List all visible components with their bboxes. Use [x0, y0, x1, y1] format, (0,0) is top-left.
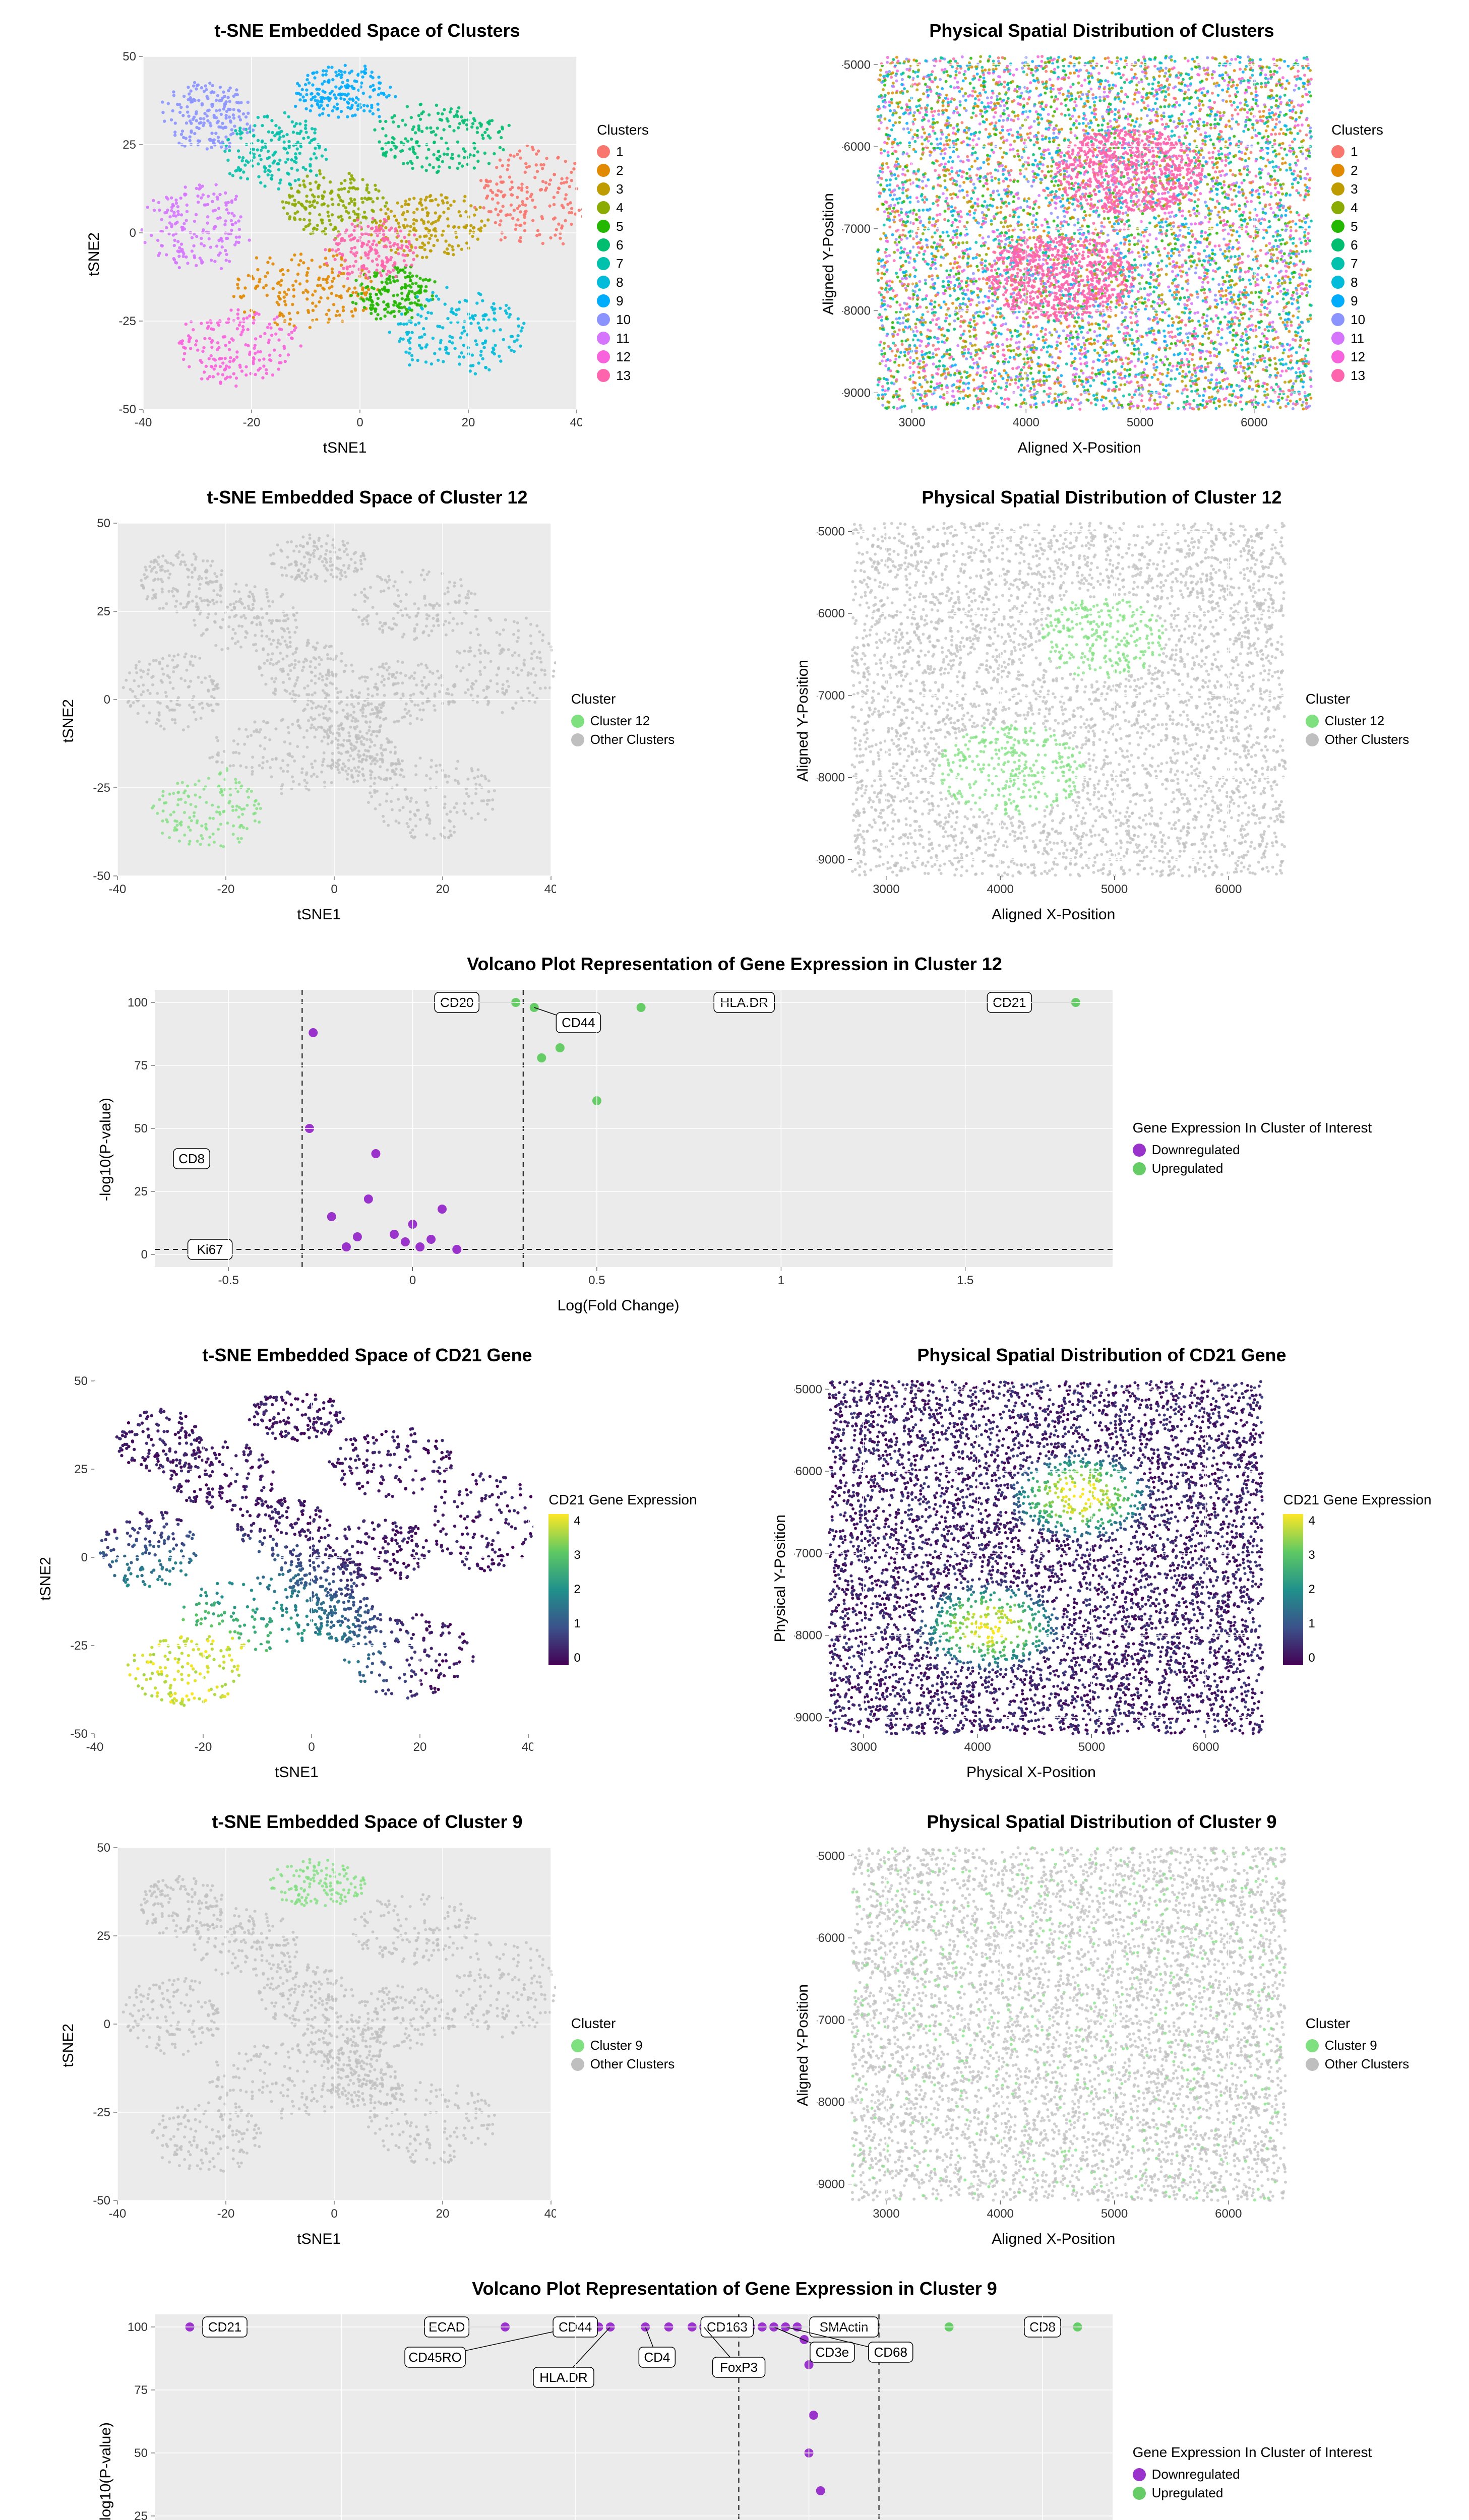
panel-phys-cd21: Physical Spatial Distribution of CD21 Ge…	[745, 1345, 1459, 1781]
svg-text:20: 20	[462, 416, 475, 429]
legend-clusters: Clusters 12345678910111213	[1331, 122, 1383, 387]
legend-item: 3	[597, 181, 649, 197]
legend-item: 11	[597, 331, 649, 346]
legend-item: 9	[1331, 293, 1383, 309]
legend-item: Upregulated	[1133, 2485, 1372, 2501]
svg-text:0: 0	[356, 416, 363, 429]
panel-volcano-12: Volcano Plot Representation of Gene Expr…	[10, 954, 1459, 1314]
legend-item: 10	[597, 312, 649, 328]
legend-item: Cluster 9	[571, 2038, 675, 2053]
legend-item: 13	[1331, 368, 1383, 384]
legend-item: 4	[597, 200, 649, 216]
legend-item: 7	[597, 256, 649, 272]
legend-item: 6	[597, 237, 649, 253]
legend-item: 11	[1331, 331, 1383, 346]
legend-item: Upregulated	[1133, 1161, 1372, 1176]
legend-item: 8	[1331, 275, 1383, 290]
legend-item: 5	[1331, 219, 1383, 234]
legend-volcano: Gene Expression In Cluster of Interest D…	[1133, 2444, 1372, 2504]
svg-text:50: 50	[123, 51, 136, 64]
xlabel: Aligned X-Position	[1018, 439, 1141, 457]
colorbar-cd21: CD21 Gene Expression 43210	[548, 1492, 697, 1665]
title: Physical Spatial Distribution of Cluster…	[929, 20, 1274, 41]
svg-text:0: 0	[130, 226, 136, 240]
legend-item: Other Clusters	[1306, 732, 1410, 747]
legend-item: 1	[1331, 144, 1383, 160]
legend-item: 12	[1331, 349, 1383, 365]
ylabel: Aligned Y-Position	[820, 193, 837, 315]
legend-item: 8	[597, 275, 649, 290]
svg-text:-25: -25	[118, 314, 136, 328]
panel-tsne-cd21: t-SNE Embedded Space of CD21 Gene tSNE2 …	[10, 1345, 724, 1781]
legend-item: 1	[597, 144, 649, 160]
legend-item: Downregulated	[1133, 1142, 1372, 1158]
panel-volcano-9: Volcano Plot Representation of Gene Expr…	[10, 2278, 1459, 2520]
svg-text:25: 25	[123, 138, 136, 152]
ylabel: tSNE2	[86, 232, 103, 276]
legend-item: 5	[597, 219, 649, 234]
legend-item: Other Clusters	[1306, 2056, 1410, 2072]
title: t-SNE Embedded Space of Clusters	[214, 20, 520, 41]
panel-tsne-c12: t-SNE Embedded Space of Cluster 12 tSNE2…	[10, 487, 724, 923]
legend-item: 9	[597, 293, 649, 309]
svg-text:-20: -20	[243, 416, 261, 429]
legend-item: 10	[1331, 312, 1383, 328]
legend-item: 4	[1331, 200, 1383, 216]
xlabel: tSNE1	[323, 439, 367, 457]
svg-text:-50: -50	[118, 403, 136, 416]
legend-item: Cluster 9	[1306, 2038, 1410, 2053]
legend-item: Other Clusters	[571, 2056, 675, 2072]
legend-item: Cluster 12	[571, 713, 675, 729]
legend-c12: Cluster Cluster 12Other Clusters	[571, 691, 675, 750]
panel-phys-all: Physical Spatial Distribution of Cluster…	[745, 20, 1459, 457]
panel-tsne-c9: t-SNE Embedded Space of Cluster 9 tSNE2 …	[10, 1811, 724, 2248]
legend-item: Other Clusters	[571, 732, 675, 747]
legend-item: 2	[597, 163, 649, 178]
legend-c9: Cluster Cluster 9Other Clusters	[571, 2015, 675, 2075]
legend-item: Downregulated	[1133, 2467, 1372, 2482]
panel-phys-c9: Physical Spatial Distribution of Cluster…	[745, 1811, 1459, 2248]
panel-phys-c12: Physical Spatial Distribution of Cluster…	[745, 487, 1459, 923]
legend-item: 7	[1331, 256, 1383, 272]
plot-tsne-all: -40 -20 0 20 40 -50 -25 0 25 50	[108, 51, 582, 434]
colorbar-cd21: CD21 Gene Expression 43210	[1283, 1492, 1431, 1665]
legend-item: 3	[1331, 181, 1383, 197]
svg-text:-40: -40	[135, 416, 152, 429]
svg-text:40: 40	[570, 416, 582, 429]
legend-item: 13	[597, 368, 649, 384]
legend-item: 6	[1331, 237, 1383, 253]
legend-c9: Cluster Cluster 9Other Clusters	[1306, 2015, 1410, 2075]
legend-volcano: Gene Expression In Cluster of Interest D…	[1133, 1120, 1372, 1179]
legend-clusters: Clusters 12345678910111213	[597, 122, 649, 387]
legend-c12: Cluster Cluster 12Other Clusters	[1306, 691, 1410, 750]
panel-tsne-all: t-SNE Embedded Space of Clusters tSNE2 -…	[10, 20, 724, 457]
legend-item: Cluster 12	[1306, 713, 1410, 729]
legend-item: 2	[1331, 163, 1383, 178]
legend-item: 12	[597, 349, 649, 365]
plot-phys-all: 3000400050006000-9000-8000-7000-6000-500…	[842, 51, 1316, 434]
